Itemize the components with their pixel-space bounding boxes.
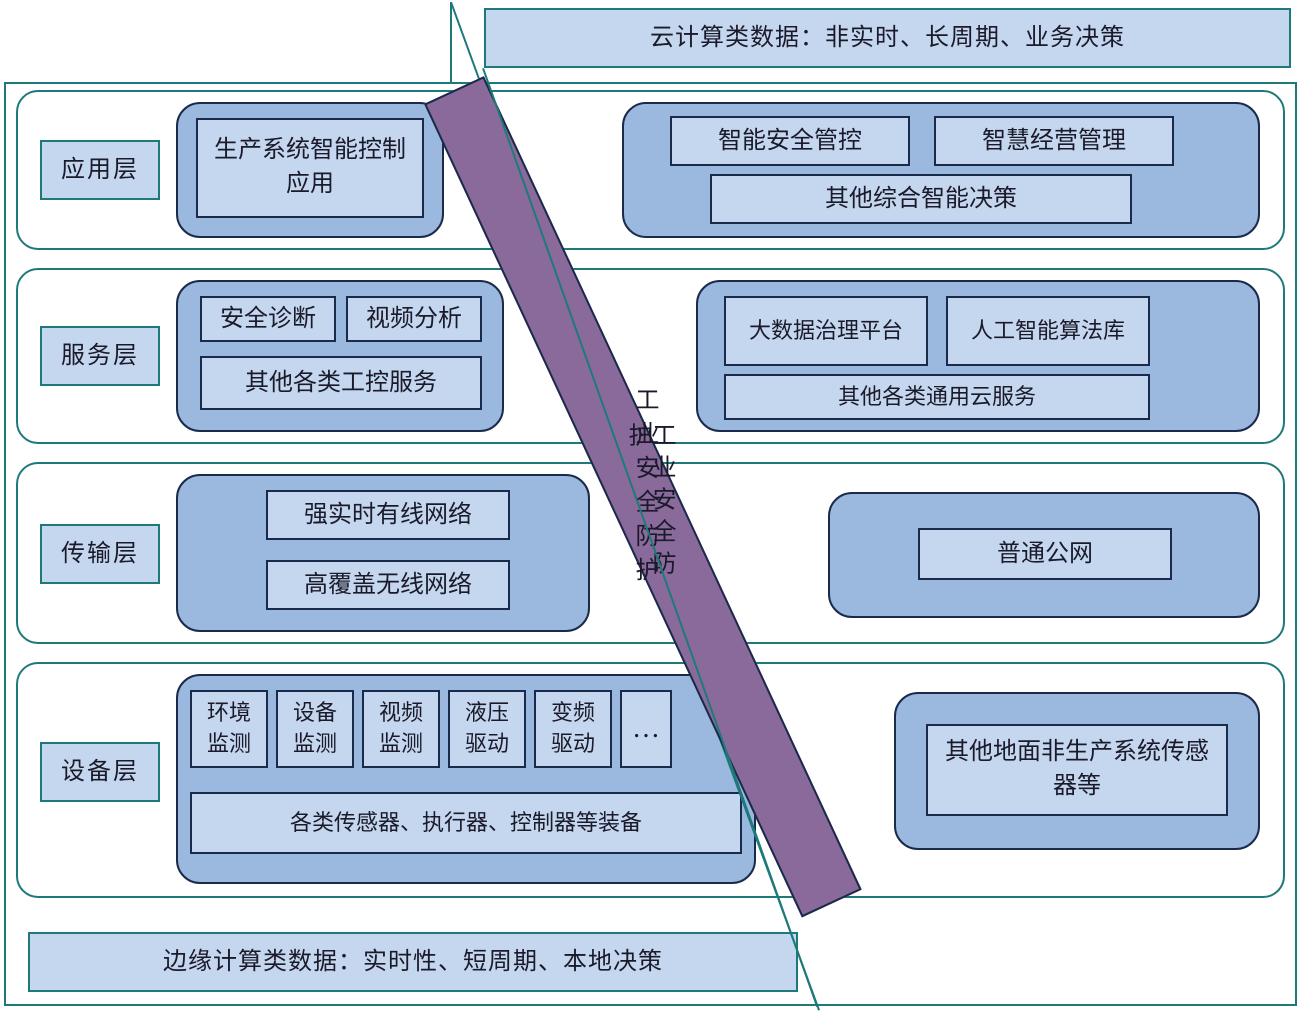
left-item-1-1: 视频分析	[346, 296, 482, 342]
left-item-2-1: 高覆盖无线网络	[266, 560, 510, 610]
right-item-0-1: 智慧经营管理	[934, 116, 1174, 166]
layer-label-3: 设备层	[40, 742, 160, 802]
right-item-2-0: 普通公网	[918, 528, 1172, 580]
top-banner: 云计算类数据：非实时、长周期、业务决策	[484, 8, 1291, 68]
right-item-1-2: 其他各类通用云服务	[724, 374, 1150, 420]
layer-label-2: 传输层	[40, 524, 160, 584]
diag-line	[450, 2, 452, 82]
left-item-3-0: 环境监测	[190, 690, 268, 768]
left-item-3-3: 液压驱动	[448, 690, 526, 768]
left-item-3-4: 变频驱动	[534, 690, 612, 768]
left-item-3-1: 设备监测	[276, 690, 354, 768]
right-item-3-0: 其他地面非生产系统传感器等	[926, 724, 1228, 816]
layer-label-0: 应用层	[40, 140, 160, 200]
layer-label-1: 服务层	[40, 326, 160, 386]
left-item-3-6: 各类传感器、执行器、控制器等装备	[190, 792, 742, 854]
right-item-1-1: 人工智能算法库	[946, 296, 1150, 366]
left-item-3-5: …	[620, 690, 672, 768]
right-item-1-0: 大数据治理平台	[724, 296, 928, 366]
bottom-banner: 边缘计算类数据：实时性、短周期、本地决策	[28, 932, 798, 992]
left-item-0-0: 生产系统智能控制应用	[196, 118, 424, 218]
right-item-0-2: 其他综合智能决策	[710, 174, 1132, 224]
left-item-3-2: 视频监测	[362, 690, 440, 768]
left-item-1-2: 其他各类工控服务	[200, 356, 482, 410]
right-item-0-0: 智能安全管控	[670, 116, 910, 166]
left-item-2-0: 强实时有线网络	[266, 490, 510, 540]
left-item-1-0: 安全诊断	[200, 296, 336, 342]
